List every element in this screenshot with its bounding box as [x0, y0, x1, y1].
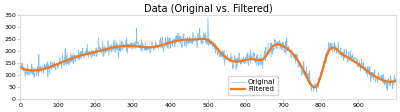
Filtered: [56, 63, 61, 64]
Filtered: [318, 77, 323, 78]
Original: [311, 86, 316, 87]
Original: [318, 76, 323, 78]
Filtered: [170, 41, 174, 43]
Line: Filtered: Filtered: [20, 39, 396, 87]
Original: [393, 78, 398, 80]
Filtered: [276, 44, 281, 45]
Original: [183, 38, 188, 39]
Original: [18, 65, 22, 66]
Filtered: [311, 86, 316, 88]
Original: [206, 17, 210, 18]
Filtered: [183, 39, 188, 40]
Filtered: [18, 67, 22, 68]
Filtered: [312, 87, 317, 88]
Original: [276, 45, 281, 46]
Title: Data (Original vs. Filtered): Data (Original vs. Filtered): [144, 4, 272, 14]
Original: [56, 64, 61, 66]
Original: [170, 43, 174, 44]
Filtered: [393, 80, 398, 82]
Filtered: [200, 38, 205, 40]
Legend: Original, Filtered: Original, Filtered: [228, 76, 278, 95]
Original: [314, 91, 319, 93]
Line: Original: Original: [20, 18, 396, 92]
